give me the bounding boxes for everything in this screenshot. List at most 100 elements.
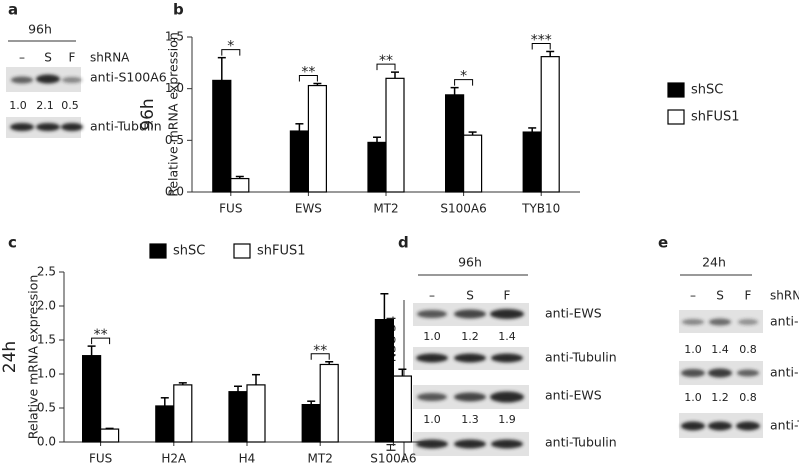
x-tick-label: H2A: [161, 452, 187, 466]
lane-label: S: [44, 51, 52, 65]
band: [736, 421, 760, 431]
band: [738, 319, 758, 325]
quant-label: 1.4: [711, 343, 729, 356]
quant-label: 1.0: [684, 391, 702, 404]
lane-label: F: [745, 289, 752, 303]
band: [490, 391, 524, 403]
y-tick-label: 1.5: [165, 30, 184, 44]
bands: [682, 318, 758, 326]
antibody-label: anti-H3: [770, 365, 799, 380]
significance-bracket: [221, 49, 241, 56]
time-label: 96h: [458, 255, 482, 270]
bar: [307, 84, 327, 193]
x-tick-label: FUS: [219, 202, 242, 216]
band: [36, 74, 60, 84]
bands: [11, 74, 82, 84]
panel-label: e: [658, 234, 668, 252]
x-tick-label: MT2: [373, 202, 398, 216]
bar: [385, 77, 405, 193]
quant-label: 1.2: [711, 391, 729, 404]
lane-label: F: [69, 51, 76, 65]
quant-label: 0.5: [61, 99, 79, 112]
y-axis-label: Relative mRNA expression: [166, 32, 181, 197]
quant-label: 1.3: [461, 413, 479, 426]
significance-bracket: [310, 353, 330, 360]
band: [737, 369, 759, 377]
quant-label: 1.9: [498, 413, 516, 426]
x-tick-label: S100A6: [440, 202, 486, 216]
legend-swatch: [149, 243, 167, 259]
band: [708, 421, 732, 431]
band: [708, 368, 732, 378]
quant-label: 1.0: [423, 413, 441, 426]
band: [10, 123, 34, 131]
band: [417, 393, 447, 401]
quant-label: 1.0: [423, 330, 441, 343]
bar: [301, 404, 321, 443]
quant-label: 1.4: [498, 330, 516, 343]
x-tick-label: EWS: [295, 202, 322, 216]
significance-label: **: [301, 65, 315, 81]
bands: [416, 439, 523, 449]
bar: [212, 79, 232, 193]
panel-a: a 96h – S F shRNA anti-S100A6 1.0 2.1 0.…: [6, 1, 167, 138]
x-tick-label: MT2: [308, 452, 333, 466]
band: [682, 319, 704, 325]
band: [454, 439, 486, 449]
band: [36, 123, 60, 131]
antibody-label: anti-EWS: [545, 306, 602, 321]
lane-label: S: [716, 289, 724, 303]
bar: [155, 405, 175, 443]
significance-label: *: [227, 39, 234, 55]
band: [491, 439, 523, 449]
band: [11, 76, 33, 84]
band: [490, 309, 524, 319]
panel-label: c: [8, 234, 17, 252]
antibody-label: anti-Tubulin: [770, 418, 799, 433]
y-tick-label: 0.5: [37, 401, 56, 415]
x-tick-label: H4: [239, 452, 256, 466]
legend-swatch: [667, 82, 685, 98]
panel-label: d: [398, 234, 409, 252]
panel-e: e 24h – S F shRNA anti-H2B 1.0 1.4 0.8 a…: [658, 234, 799, 438]
y-tick-label: 2.0: [37, 299, 56, 313]
panel-label: a: [8, 1, 18, 19]
band: [454, 309, 486, 319]
side-label: 96h: [138, 98, 158, 130]
lane-label: –: [429, 289, 435, 303]
significance-bracket: [376, 63, 396, 71]
lane-header: shRNA: [90, 51, 130, 65]
bar: [392, 375, 412, 443]
band: [681, 369, 705, 377]
bar: [445, 94, 465, 193]
y-tick-label: 2.5: [37, 265, 56, 279]
bands: [681, 421, 760, 431]
significance-bracket: [454, 79, 474, 86]
band: [709, 318, 731, 326]
band: [416, 439, 448, 449]
side-label: 24h: [0, 341, 20, 373]
bar: [367, 141, 387, 193]
bar: [228, 391, 248, 443]
band: [454, 392, 486, 402]
significance-bracket: [91, 337, 111, 345]
lane-label: –: [690, 289, 696, 303]
bar: [99, 428, 120, 443]
band: [454, 353, 486, 363]
quant-label: 1.2: [461, 330, 479, 343]
significance-bracket: [298, 75, 318, 82]
bands: [417, 309, 524, 319]
bar: [246, 384, 266, 443]
legend-label: shFUS1: [691, 110, 740, 125]
bar: [230, 177, 250, 193]
bands: [681, 368, 759, 378]
quant-label: 2.1: [36, 99, 54, 112]
antibody-label: anti-S100A6: [90, 70, 167, 85]
band: [61, 123, 83, 131]
significance-label: **: [379, 53, 393, 69]
y-tick-label: 0.0: [37, 435, 56, 449]
y-tick-label: 1.0: [37, 367, 56, 381]
quant-label: 0.8: [739, 343, 757, 356]
